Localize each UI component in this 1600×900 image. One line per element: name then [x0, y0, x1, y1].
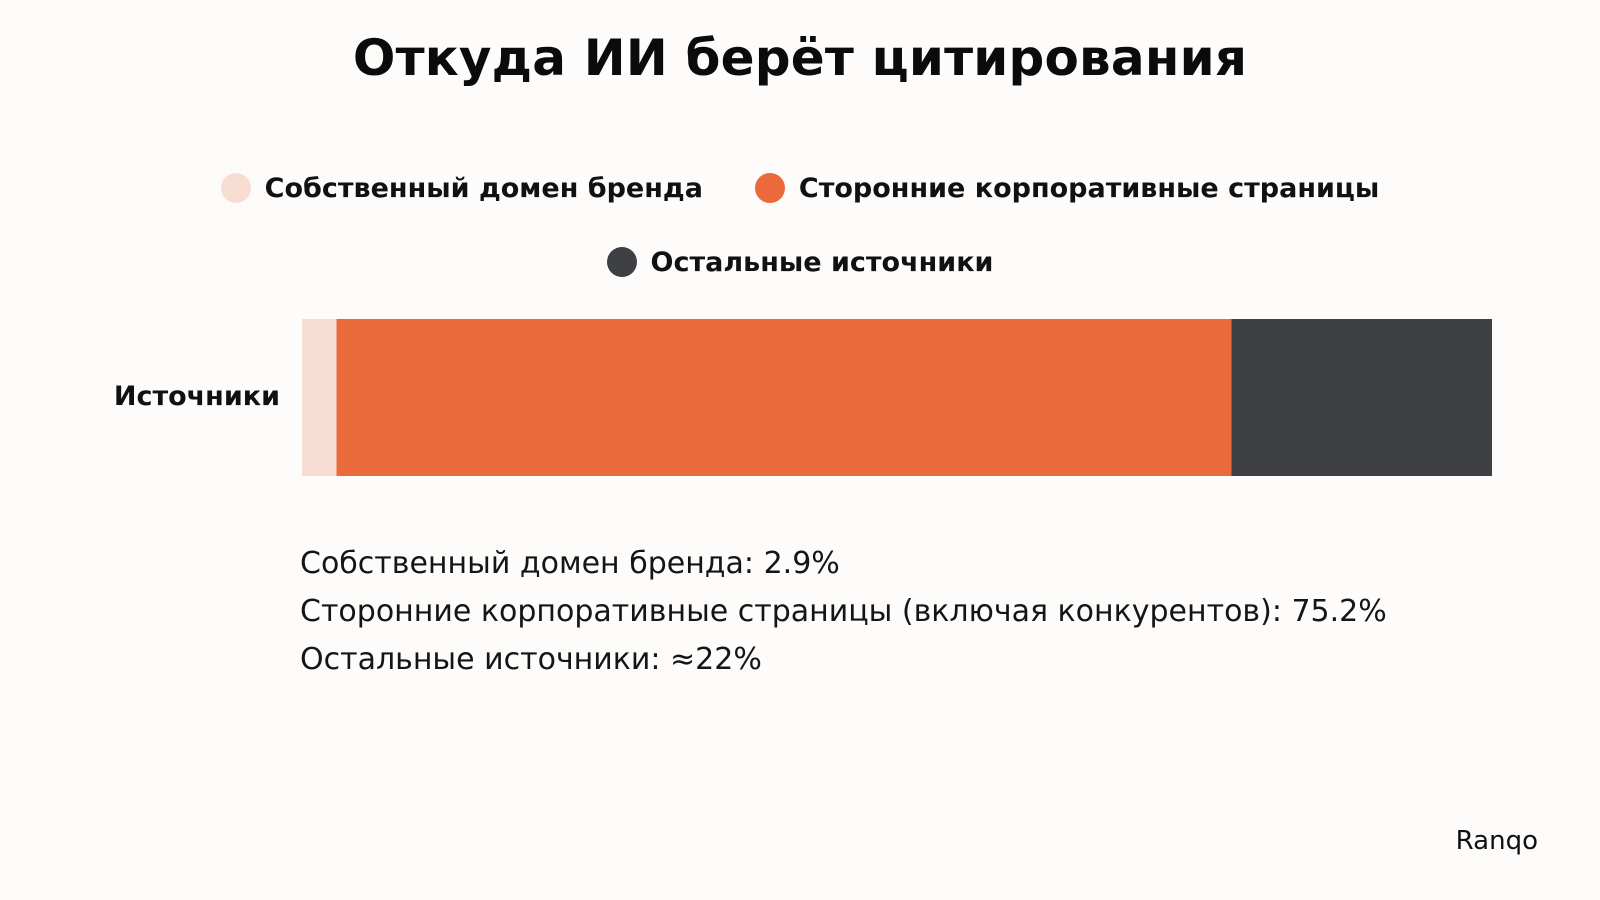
category-label: Источники [113, 381, 280, 412]
note-other: Остальные источники: ≈22% [300, 642, 762, 677]
legend-swatch-own-domain [220, 173, 251, 203]
legend-item-third-party: Сторонние корпоративные страницы [754, 168, 1380, 208]
note-third-party: Сторонние корпоративные страницы (включа… [300, 594, 1387, 629]
chart-title: Откуда ИИ берёт цитирования [352, 29, 1248, 87]
legend-swatch-other [606, 247, 637, 277]
note-own-domain: Собственный домен бренда: 2.9% [300, 546, 840, 581]
legend-row-2: Остальные источники [0, 242, 1600, 282]
legend-label-third-party: Сторонние корпоративные страницы [798, 172, 1380, 204]
legend-item-own-domain: Собственный домен бренда [220, 168, 703, 208]
bar-segment-third-party [336, 319, 1232, 476]
notes-block: Собственный домен бренда: 2.9% Сторонние… [300, 540, 1560, 684]
legend-swatch-third-party [754, 173, 785, 203]
legend-row-1: Собственный домен бренда Сторонние корпо… [0, 168, 1600, 208]
legend-label-other: Остальные источники [650, 246, 994, 278]
legend-item-other: Остальные источники [606, 242, 994, 282]
bar-segment-own-domain [302, 319, 337, 476]
legend-label-own-domain: Собственный домен бренда [264, 172, 703, 204]
brand-logo-text: Ranqo [1455, 826, 1538, 856]
bar-segment-other [1231, 319, 1492, 476]
